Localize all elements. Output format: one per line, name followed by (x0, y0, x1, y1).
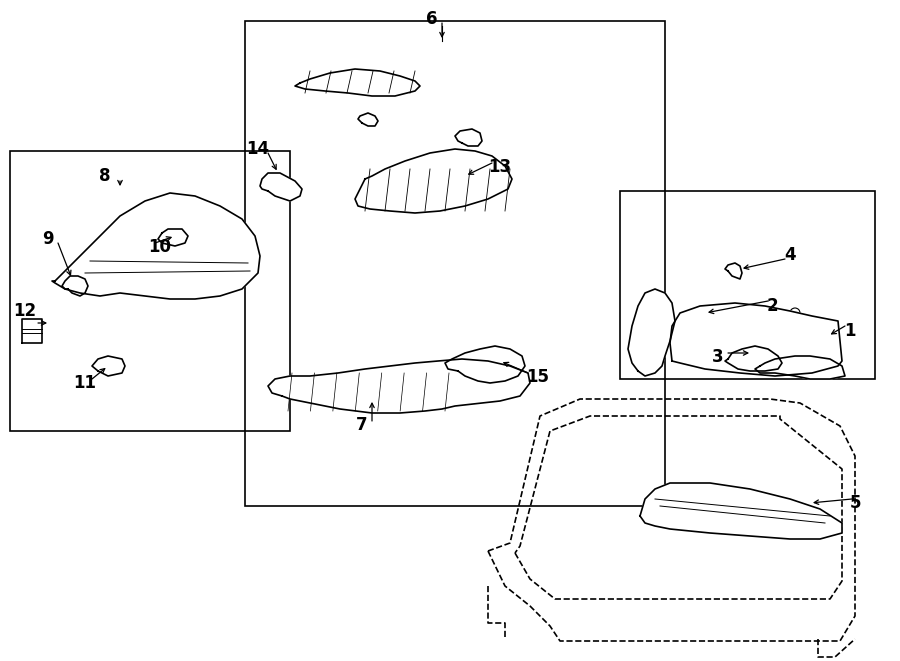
Text: 3: 3 (712, 348, 724, 366)
Polygon shape (455, 129, 482, 146)
Text: 11: 11 (74, 374, 96, 392)
Text: 15: 15 (526, 368, 550, 386)
Text: 8: 8 (99, 167, 111, 185)
Polygon shape (445, 346, 525, 383)
Polygon shape (358, 113, 378, 126)
Text: 10: 10 (148, 238, 172, 256)
Text: 6: 6 (427, 10, 437, 28)
Polygon shape (22, 319, 42, 343)
Polygon shape (725, 346, 782, 371)
Polygon shape (295, 69, 420, 96)
Text: 7: 7 (356, 416, 368, 434)
Text: 4: 4 (784, 246, 796, 264)
Text: 14: 14 (247, 140, 270, 158)
Polygon shape (755, 356, 845, 379)
Polygon shape (158, 229, 188, 246)
Text: 12: 12 (14, 302, 37, 320)
Polygon shape (725, 263, 742, 279)
Polygon shape (92, 356, 125, 376)
Bar (620, 191, 875, 379)
Bar (10, 151, 290, 431)
Text: 1: 1 (844, 322, 856, 340)
Text: 9: 9 (42, 230, 54, 248)
Text: 13: 13 (489, 158, 511, 176)
Polygon shape (268, 359, 530, 413)
Text: 2: 2 (766, 297, 778, 315)
Polygon shape (62, 276, 88, 296)
Polygon shape (628, 289, 675, 376)
Polygon shape (355, 149, 512, 213)
Polygon shape (260, 173, 302, 201)
Polygon shape (640, 483, 842, 539)
Polygon shape (52, 193, 260, 299)
Bar (245, 21, 665, 506)
Text: 5: 5 (850, 494, 860, 512)
Polygon shape (670, 303, 842, 376)
